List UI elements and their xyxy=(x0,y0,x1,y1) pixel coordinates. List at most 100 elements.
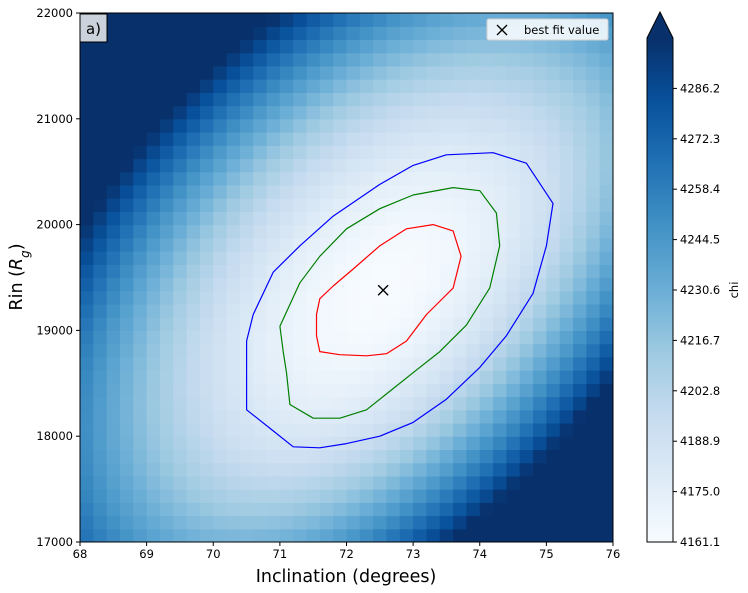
heatmap-cell xyxy=(599,158,613,173)
heatmap-cell xyxy=(159,356,174,371)
heatmap-cell xyxy=(599,356,613,371)
heatmap-cell xyxy=(106,277,121,292)
heatmap-cell xyxy=(266,79,281,93)
heatmap-cell xyxy=(546,264,561,279)
heatmap-cell xyxy=(306,290,321,305)
heatmap-cell xyxy=(266,224,281,239)
heatmap-cell xyxy=(186,502,201,517)
heatmap-cell xyxy=(306,370,321,384)
heatmap-cell xyxy=(599,330,613,345)
heatmap-cell xyxy=(186,132,201,146)
heatmap-cell xyxy=(253,502,268,517)
heatmap-cell xyxy=(586,92,601,107)
heatmap-cell xyxy=(466,528,481,542)
heatmap-cell xyxy=(333,330,348,345)
heatmap-cell xyxy=(546,184,561,199)
heatmap-cell xyxy=(106,343,121,358)
heatmap-cell xyxy=(519,171,534,186)
heatmap-cell xyxy=(586,528,601,542)
heatmap-cell xyxy=(173,303,188,318)
heatmap-cell xyxy=(213,489,228,503)
heatmap-cell xyxy=(413,528,428,542)
heatmap-cell xyxy=(506,396,521,411)
heatmap-cell xyxy=(373,422,388,437)
heatmap-cell xyxy=(159,79,174,93)
y-tick-label: 22000 xyxy=(36,6,73,20)
heatmap-cell xyxy=(533,343,547,358)
heatmap-cell xyxy=(319,158,334,173)
heatmap-cell xyxy=(559,343,574,358)
heatmap-cell xyxy=(493,92,507,107)
heatmap-cell xyxy=(533,422,547,437)
heatmap-cell xyxy=(106,264,121,279)
heatmap-cell xyxy=(559,237,574,252)
heatmap-cell xyxy=(226,198,241,212)
heatmap-cell xyxy=(346,184,361,199)
heatmap-cell xyxy=(399,171,414,186)
heatmap-cell xyxy=(226,462,241,477)
heatmap-cell xyxy=(146,171,161,186)
heatmap-cell xyxy=(159,52,174,67)
heatmap-cell xyxy=(106,356,121,371)
heatmap-cell xyxy=(159,264,174,279)
heatmap-cell xyxy=(399,105,414,120)
heatmap-cell xyxy=(199,449,214,464)
heatmap-cell xyxy=(93,409,108,424)
heatmap-cell xyxy=(199,502,214,517)
heatmap-cell xyxy=(266,158,281,173)
heatmap-cell xyxy=(319,264,334,279)
heatmap-cell xyxy=(426,224,441,239)
heatmap-cell xyxy=(213,158,228,173)
heatmap-cell xyxy=(333,65,348,80)
heatmap-cell xyxy=(413,449,428,464)
heatmap-cell xyxy=(359,39,374,54)
heatmap-cell xyxy=(346,422,361,437)
heatmap-cell xyxy=(253,65,268,80)
heatmap-cell xyxy=(466,145,481,160)
heatmap-cell xyxy=(119,118,134,133)
heatmap-cell xyxy=(159,370,174,384)
heatmap-cell xyxy=(346,145,361,160)
heatmap-cell xyxy=(133,237,148,252)
heatmap-cell xyxy=(119,489,134,503)
heatmap-cell xyxy=(533,409,547,424)
heatmap-cell xyxy=(279,317,294,331)
x-tick-label: 70 xyxy=(206,547,221,561)
heatmap-cell xyxy=(199,79,214,93)
heatmap-cell xyxy=(159,13,174,27)
heatmap-cell xyxy=(293,317,308,331)
heatmap-cell xyxy=(80,449,94,464)
heatmap-cell xyxy=(306,13,321,27)
heatmap-cell xyxy=(453,13,468,27)
heatmap-cell xyxy=(439,118,454,133)
heatmap-cell xyxy=(506,449,521,464)
heatmap-cell xyxy=(359,264,374,279)
heatmap-cell xyxy=(293,171,308,186)
heatmap-cell xyxy=(80,396,94,411)
heatmap-cell xyxy=(373,211,388,226)
heatmap-cell xyxy=(466,436,481,451)
heatmap-cell xyxy=(80,211,94,226)
heatmap-cell xyxy=(386,79,401,93)
heatmap-cell xyxy=(319,370,334,384)
heatmap-cell xyxy=(546,502,561,517)
heatmap-cell xyxy=(146,251,161,265)
x-tick-label: 73 xyxy=(406,547,421,561)
heatmap-cell xyxy=(226,436,241,451)
heatmap-cell xyxy=(319,105,334,120)
heatmap-cell xyxy=(146,65,161,80)
heatmap-cell xyxy=(293,528,308,542)
heatmap-cell xyxy=(346,277,361,292)
heatmap-cell xyxy=(413,198,428,212)
heatmap-cell xyxy=(586,118,601,133)
heatmap-cell xyxy=(333,198,348,212)
heatmap-cell xyxy=(279,13,294,27)
heatmap-cell xyxy=(266,356,281,371)
heatmap-cell xyxy=(466,330,481,345)
heatmap-cell xyxy=(386,211,401,226)
heatmap-cell xyxy=(439,132,454,146)
heatmap-cell xyxy=(399,383,414,398)
heatmap-cell xyxy=(213,264,228,279)
heatmap-cell xyxy=(599,502,613,517)
